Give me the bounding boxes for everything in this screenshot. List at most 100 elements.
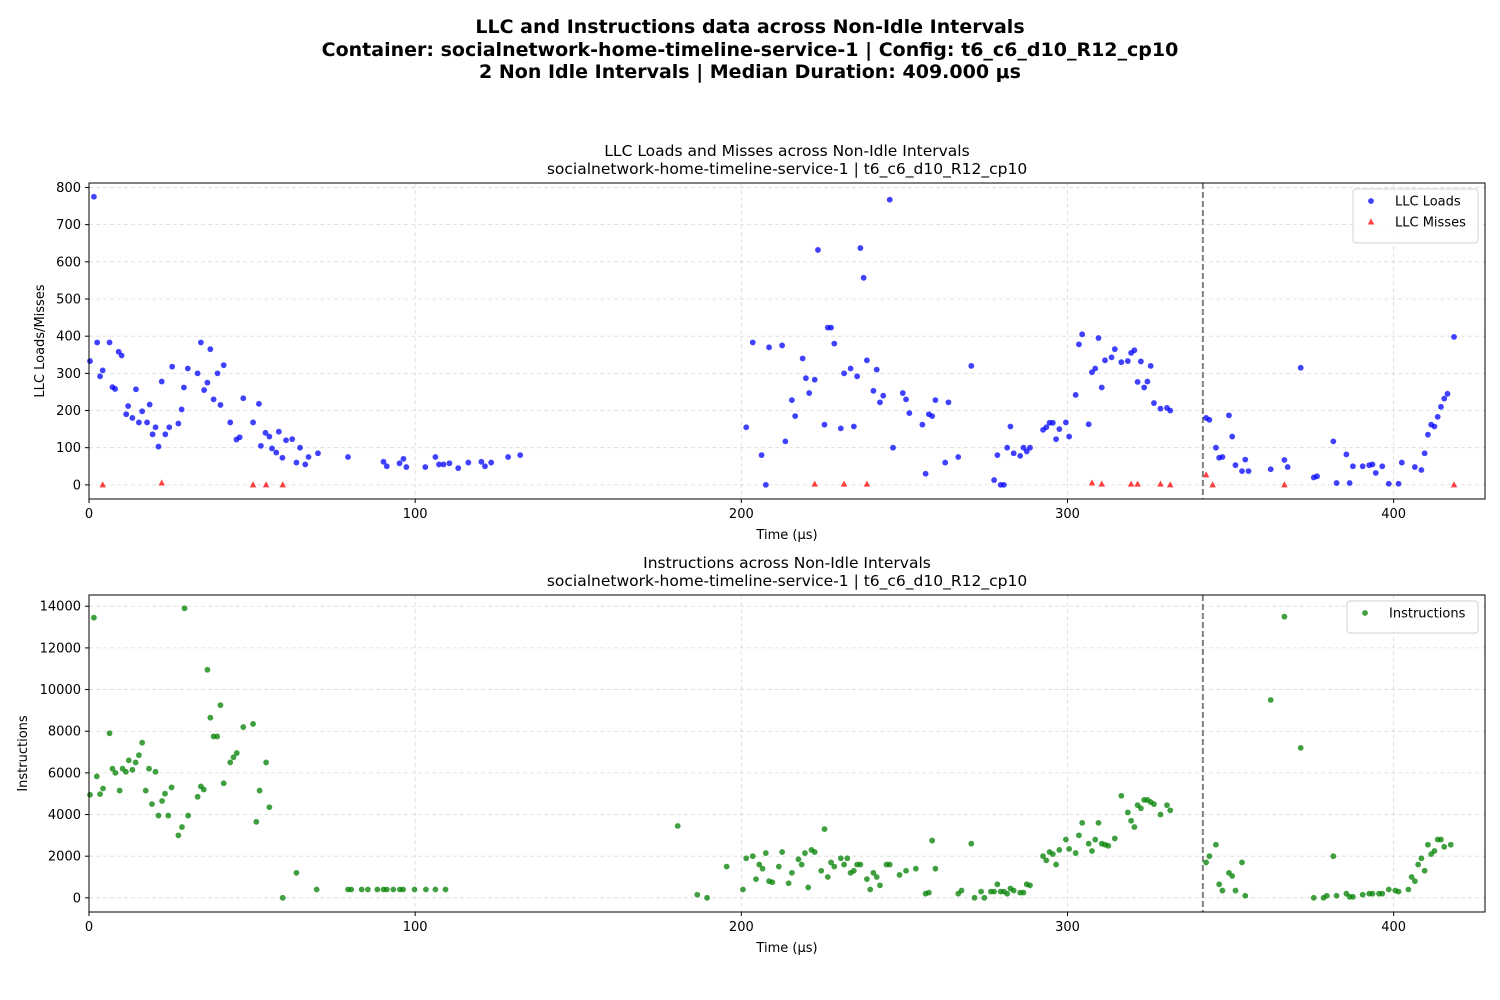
data-point xyxy=(374,886,381,893)
y-tick-label: 600 xyxy=(56,255,81,270)
data-point xyxy=(942,459,949,466)
data-point xyxy=(1451,334,1457,340)
data-point xyxy=(805,884,812,891)
data-point xyxy=(1395,480,1402,487)
data-point xyxy=(958,887,965,894)
llc-chart: LLC Loads and Misses across Non-Idle Int… xyxy=(33,142,1486,543)
data-point xyxy=(857,861,864,868)
data-point xyxy=(256,787,263,794)
data-point xyxy=(1229,433,1236,440)
data-point xyxy=(139,739,146,746)
data-point xyxy=(293,459,300,466)
data-point xyxy=(991,477,998,483)
data-point xyxy=(478,458,485,465)
data-point xyxy=(136,752,142,759)
data-point xyxy=(1127,480,1135,487)
data-point xyxy=(305,454,312,460)
data-point xyxy=(1137,805,1144,812)
data-point xyxy=(1134,480,1141,487)
data-point xyxy=(818,867,825,874)
data-point xyxy=(1151,801,1157,808)
instructions-series-instructions xyxy=(87,605,1454,901)
data-point xyxy=(279,894,286,901)
data-point xyxy=(455,465,462,472)
data-point xyxy=(383,886,390,893)
data-point xyxy=(263,759,270,766)
data-point xyxy=(162,790,168,797)
data-point xyxy=(860,274,867,281)
data-point xyxy=(1239,468,1245,475)
data-point xyxy=(181,605,188,612)
data-point xyxy=(1232,462,1239,469)
data-point xyxy=(850,867,857,874)
llc-legend: LLC Loads LLC Misses xyxy=(1352,188,1479,244)
data-point xyxy=(1359,891,1366,898)
data-point xyxy=(250,721,256,727)
data-point xyxy=(1131,824,1138,830)
data-point xyxy=(1095,819,1102,826)
data-point xyxy=(253,818,260,825)
data-point xyxy=(1385,480,1392,487)
data-point xyxy=(175,832,182,839)
llc-series-llc-misses xyxy=(99,471,1458,488)
llc-y-axis-label: LLC Loads/Misses xyxy=(33,284,48,397)
data-point xyxy=(240,395,247,402)
x-tick-label: 100 xyxy=(403,920,428,935)
data-point xyxy=(1441,843,1448,850)
data-point xyxy=(279,454,286,461)
data-point xyxy=(854,373,861,380)
y-tick-label: 0 xyxy=(73,478,81,493)
data-point xyxy=(383,463,390,470)
x-tick-label: 300 xyxy=(1055,920,1080,935)
data-point xyxy=(262,429,269,436)
data-point xyxy=(1092,365,1099,372)
data-point xyxy=(348,886,355,893)
data-point xyxy=(106,730,113,737)
data-point xyxy=(1098,480,1105,487)
data-point xyxy=(929,413,936,419)
data-point xyxy=(106,339,113,346)
x-tick-label: 200 xyxy=(729,920,754,935)
data-point xyxy=(749,339,756,346)
legend-box xyxy=(1346,600,1479,634)
y-tick-label: 100 xyxy=(56,441,81,456)
data-point xyxy=(201,387,208,393)
legend-marker xyxy=(1368,198,1374,204)
data-point xyxy=(1102,357,1108,364)
data-point xyxy=(785,880,792,887)
data-point xyxy=(1072,392,1079,398)
data-point xyxy=(1330,438,1337,445)
data-point xyxy=(1147,363,1154,369)
data-point xyxy=(165,812,172,819)
instructions-title-line-2: socialnetwork-home-timeline-service-1 | … xyxy=(547,572,1027,591)
data-point xyxy=(857,245,864,251)
data-point xyxy=(788,869,795,876)
data-point xyxy=(1043,424,1050,431)
data-point xyxy=(779,849,786,855)
data-point xyxy=(166,424,173,431)
data-point xyxy=(1219,454,1226,460)
data-point xyxy=(1124,358,1131,364)
llc-title-line-1: LLC Loads and Misses across Non-Idle Int… xyxy=(604,142,969,160)
data-point xyxy=(1089,848,1095,854)
data-point xyxy=(210,396,217,403)
data-point xyxy=(837,855,844,862)
data-point xyxy=(1072,850,1079,856)
data-point xyxy=(227,759,234,766)
data-point xyxy=(390,886,397,893)
data-point xyxy=(1421,867,1428,874)
data-point xyxy=(1438,403,1444,410)
data-point xyxy=(932,397,939,404)
data-point xyxy=(756,861,763,868)
data-point xyxy=(828,859,834,866)
data-point xyxy=(1062,419,1069,426)
data-point xyxy=(1418,467,1425,473)
data-point xyxy=(1229,873,1236,879)
data-point xyxy=(146,765,152,772)
data-point xyxy=(217,402,224,408)
data-point xyxy=(109,765,116,772)
data-point xyxy=(932,865,939,872)
data-point xyxy=(94,339,101,346)
data-point xyxy=(1167,481,1174,488)
data-point xyxy=(828,324,834,331)
